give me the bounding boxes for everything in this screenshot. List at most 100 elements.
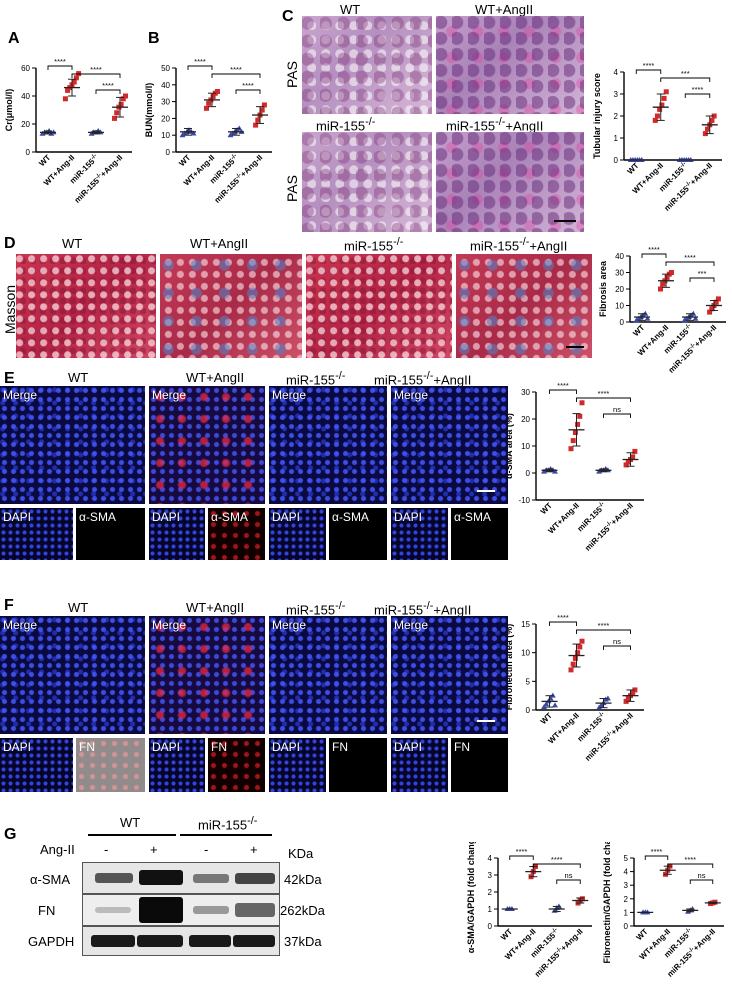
data-point <box>255 117 261 123</box>
data-point <box>657 106 663 112</box>
sig-bracket <box>660 77 711 82</box>
data-point <box>692 315 699 321</box>
masson-col-mir: miR-155-/- <box>344 236 404 254</box>
x-tick-suffix: +Ang-II <box>239 153 265 179</box>
asma-channel-wt-angii: α-SMA <box>208 508 265 560</box>
scale-bar <box>477 720 495 722</box>
y-tick-label: 2 <box>614 112 619 121</box>
y-tick-label: 10 <box>615 302 624 311</box>
data-point <box>570 661 576 667</box>
blot-lane-4: + <box>250 842 258 857</box>
sig-label: **** <box>90 65 102 74</box>
data-point <box>572 655 578 661</box>
data-point <box>707 309 713 315</box>
data-point <box>623 698 629 704</box>
y-tick-label: -10 <box>518 496 530 505</box>
y-tick-label: 3 <box>488 871 493 880</box>
sig-bracket <box>549 389 577 394</box>
fn-dapi-wt-angii: DAPI <box>149 738 205 792</box>
x-tick-sup: -/- <box>90 153 98 161</box>
y-tick-label: 0 <box>488 922 493 931</box>
y-tick-label: 15 <box>521 620 530 629</box>
data-point <box>62 96 68 102</box>
data-point <box>625 459 631 465</box>
x-tick-suffix: +Ang-II <box>99 153 125 179</box>
data-point <box>190 130 197 136</box>
pas-col-wt-angii: WT+AngII <box>475 2 534 17</box>
fn-dapi-mir: DAPI <box>269 738 326 792</box>
y-tick-label: 20 <box>615 285 624 294</box>
data-point <box>623 462 629 468</box>
data-point <box>552 702 558 708</box>
data-point <box>123 93 128 99</box>
asma-channel-wt: α-SMA <box>76 508 145 560</box>
data-point <box>658 286 663 292</box>
x-tick-label: miR-155-/-+Ang-II <box>583 711 635 763</box>
sig-bracket <box>235 89 261 94</box>
y-tick-label: 0 <box>614 156 619 165</box>
sig-label: *** <box>698 269 707 278</box>
pas-col-mir: miR-155-/- <box>316 116 376 134</box>
y-tick-label: 40 <box>615 252 624 261</box>
sig-label: **** <box>598 621 610 630</box>
blot-group-mir-line <box>180 834 272 836</box>
data-point <box>65 87 71 93</box>
sig-bracket <box>689 277 715 282</box>
y-tick-label: 0 <box>26 148 31 157</box>
sig-bracket <box>641 253 667 258</box>
pas-row-label-2: PAS <box>284 175 300 202</box>
data-point <box>568 446 574 452</box>
data-point <box>632 448 638 454</box>
data-point <box>71 79 77 85</box>
x-tick-sup: -/- <box>598 711 606 719</box>
sig-label: **** <box>230 65 242 74</box>
sig-label: **** <box>557 613 569 622</box>
blot-mw-fn: 262kDa <box>280 903 325 918</box>
x-tick-label: miR-155-/-+Ang-II <box>662 161 714 213</box>
sig-label: **** <box>643 62 655 70</box>
sig-bracket <box>684 93 711 98</box>
blot-lane-3: - <box>204 842 209 857</box>
x-tick-suffix: +Ang-II <box>559 927 585 953</box>
blot-membrane-fn <box>82 894 280 926</box>
y-axis-label: BUN(mmol/l) <box>144 83 154 138</box>
data-point <box>579 400 585 406</box>
asma-dapi-wt: DAPI <box>0 508 73 560</box>
blot-mw-gapdh: 37kDa <box>284 934 322 949</box>
data-point <box>261 102 267 108</box>
fn-col-mir: miR-155-/- <box>286 600 346 618</box>
data-point <box>579 896 585 902</box>
data-point <box>575 421 581 427</box>
sig-label: **** <box>194 57 206 66</box>
pas-image-mir-angii <box>436 132 584 232</box>
data-point <box>577 413 583 419</box>
y-tick-label: 10 <box>521 649 530 658</box>
sig-label: **** <box>651 847 663 856</box>
data-point <box>663 89 669 95</box>
x-tick-suffix: +Ang-II <box>688 161 714 187</box>
panel-label-g: G <box>4 826 17 843</box>
sig-bracket <box>549 621 577 626</box>
sig-label: ns <box>613 637 621 646</box>
y-tick-label: 4 <box>488 854 493 863</box>
data-point <box>114 110 120 116</box>
data-point <box>204 105 209 111</box>
data-point <box>604 695 611 701</box>
x-tick-sup: -/- <box>687 946 695 954</box>
x-tick-sup: -/- <box>551 927 559 935</box>
asma-channel-mir-angii: α-SMA <box>451 508 508 560</box>
bun-chart: 01020304050BUN(mmol/l)WTWT+Ang-IImiR-155… <box>144 57 272 205</box>
x-tick-suffix: +Ang-II <box>609 501 635 527</box>
data-point <box>659 102 665 108</box>
masson-image-wt-angii <box>160 254 302 358</box>
fn-merge-mir: Merge <box>269 616 387 734</box>
y-axis-label: Fibronectin/GAPDH (fold change) <box>602 842 612 964</box>
y-tick-label: 20 <box>521 415 530 424</box>
x-tick-label: WT <box>631 323 646 338</box>
fn-col-wt: WT <box>68 600 89 615</box>
masson-col-wt-angii: WT+AngII <box>190 236 249 251</box>
